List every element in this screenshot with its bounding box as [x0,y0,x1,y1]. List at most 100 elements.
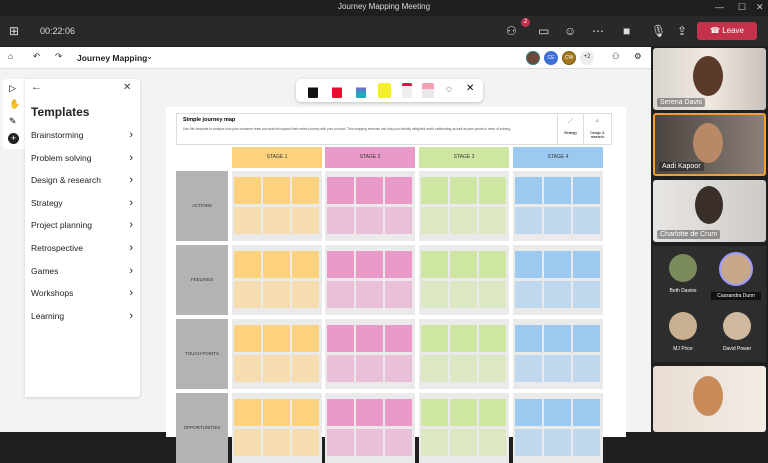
journey-cell[interactable] [325,245,415,315]
sticky-note[interactable] [327,177,354,204]
participant-avatar-speaking[interactable] [719,252,753,286]
eraser-icon[interactable] [422,83,434,98]
journey-cell[interactable] [513,393,603,463]
sticky-note[interactable] [327,325,354,352]
journey-map-board[interactable]: Simple journey map Use this template to … [166,107,626,463]
sticky-note[interactable] [327,251,354,278]
sticky-note[interactable] [356,355,383,382]
add-icon[interactable]: + [8,133,19,144]
sticky-note[interactable] [515,281,542,308]
sticky-note[interactable] [385,399,412,426]
video-tile[interactable]: Charlotte de Crum [653,180,766,242]
sticky-note[interactable] [292,251,319,278]
sticky-note[interactable] [234,325,261,352]
hand-icon[interactable]: ✋ [9,99,21,109]
sticky-note[interactable] [263,177,290,204]
journey-cell[interactable] [232,245,322,315]
highlighter-icon[interactable] [378,83,391,98]
chevron-down-icon[interactable]: ⌄ [146,51,154,61]
sticky-note[interactable] [421,177,448,204]
sticky-note[interactable] [234,251,261,278]
sticky-note[interactable] [515,325,542,352]
back-arrow-icon[interactable]: ← [31,81,42,93]
sticky-note[interactable] [544,207,571,234]
sticky-note[interactable] [356,281,383,308]
rainbow-pen-icon[interactable] [356,83,366,98]
template-category-item[interactable]: Strategy › [31,192,135,214]
design-research-link[interactable]: ⌕ Design & research [583,114,611,144]
share-people-icon[interactable]: ⚇ [612,51,620,61]
participant-avatar[interactable] [723,312,751,340]
redo-icon[interactable]: ↷ [55,51,63,61]
red-pen-icon[interactable] [332,83,342,98]
template-category-item[interactable]: Brainstorming › [31,124,135,146]
sticky-note[interactable] [263,281,290,308]
sticky-note[interactable] [573,399,600,426]
avatar[interactable]: CE [544,51,558,65]
journey-cell[interactable] [232,171,322,241]
participant-avatar[interactable] [669,312,697,340]
sticky-note[interactable] [263,355,290,382]
close-icon[interactable]: ✕ [123,82,132,93]
sticky-note[interactable] [234,355,261,382]
sticky-note[interactable] [292,399,319,426]
whiteboard[interactable]: ⌂ ↶ ↷ Journey Mapping ⌄ CE CW +2 ⚇ ⚙ ▷ ✋… [0,47,651,463]
sticky-note[interactable] [450,355,477,382]
sticky-note[interactable] [385,355,412,382]
sticky-note[interactable] [479,251,506,278]
sticky-note[interactable] [263,251,290,278]
template-category-item[interactable]: Learning › [31,305,135,327]
stage-header[interactable]: STAGE 1 [232,147,322,168]
sticky-note[interactable] [544,429,571,456]
select-icon[interactable]: ▷ [9,83,16,93]
video-tile-active-speaker[interactable]: Aadi Kapoor [653,113,766,176]
sticky-note[interactable] [327,399,354,426]
sticky-note[interactable] [544,325,571,352]
template-category-item[interactable]: Design & research › [31,169,135,191]
sticky-note[interactable] [421,207,448,234]
sticky-note[interactable] [573,281,600,308]
sticky-note[interactable] [421,429,448,456]
mic-button[interactable]: 🎙 [651,24,667,38]
sticky-note[interactable] [544,251,571,278]
leave-button[interactable]: ☎ Leave [697,22,757,40]
sticky-note[interactable] [573,355,600,382]
chat-button[interactable]: ▭ [538,24,550,38]
sticky-note[interactable] [544,355,571,382]
sticky-note[interactable] [327,281,354,308]
sticky-note[interactable] [544,177,571,204]
maximize-button[interactable]: ☐ [738,2,747,12]
sticky-note[interactable] [234,399,261,426]
sticky-note[interactable] [421,251,448,278]
sticky-note[interactable] [479,355,506,382]
sticky-note[interactable] [515,207,542,234]
sticky-note[interactable] [515,177,542,204]
avatar[interactable] [526,51,540,65]
sticky-note[interactable] [292,355,319,382]
settings-icon[interactable]: ⚙ [634,51,642,61]
more-button[interactable]: ⋯ [592,24,604,38]
sticky-note[interactable] [573,325,600,352]
sticky-note[interactable] [479,177,506,204]
participant-avatar[interactable] [669,254,697,282]
template-category-item[interactable]: Workshops › [31,282,135,304]
sticky-note[interactable] [515,355,542,382]
journey-cell[interactable] [513,319,603,389]
sticky-note[interactable] [479,325,506,352]
sticky-note[interactable] [515,251,542,278]
sticky-note[interactable] [515,399,542,426]
sticky-note[interactable] [421,399,448,426]
sticky-note[interactable] [234,177,261,204]
sticky-note[interactable] [356,429,383,456]
sticky-note[interactable] [421,281,448,308]
sticky-note[interactable] [450,281,477,308]
sticky-note[interactable] [573,429,600,456]
close-icon[interactable]: ✕ [466,83,475,94]
journey-cell[interactable] [232,393,322,463]
template-category-item[interactable]: Project planning › [31,214,135,236]
more-participants[interactable]: +2 [580,51,594,65]
sticky-note[interactable] [544,281,571,308]
journey-cell[interactable] [325,171,415,241]
minimize-button[interactable]: — [715,2,724,12]
journey-cell[interactable] [325,319,415,389]
